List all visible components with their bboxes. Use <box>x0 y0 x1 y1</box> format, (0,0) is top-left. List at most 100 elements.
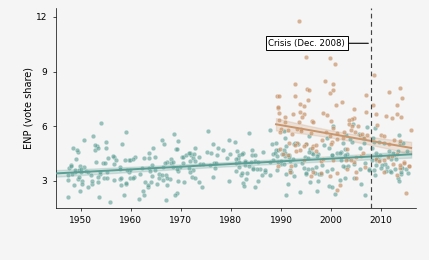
Point <box>66 166 73 170</box>
Point <box>231 140 238 145</box>
Point <box>68 163 75 167</box>
Point <box>137 172 144 176</box>
Point <box>281 119 288 124</box>
Point <box>329 152 336 157</box>
Point <box>204 150 211 154</box>
Point <box>172 193 178 197</box>
Point <box>282 151 289 155</box>
Point <box>321 79 328 83</box>
Point <box>313 153 320 158</box>
Point <box>272 151 279 155</box>
Point <box>315 172 322 176</box>
Point <box>250 167 257 171</box>
Point <box>270 158 277 162</box>
Point <box>397 139 404 143</box>
Point <box>69 146 76 150</box>
Point <box>91 148 98 152</box>
Text: Crisis (Dec. 2008): Crisis (Dec. 2008) <box>269 39 345 48</box>
Point <box>346 118 353 122</box>
Point <box>343 158 350 162</box>
Point <box>345 157 352 161</box>
Point <box>390 151 397 155</box>
Point <box>93 159 100 164</box>
Point <box>243 177 250 181</box>
Point <box>284 153 291 157</box>
Point <box>372 157 379 161</box>
Point <box>104 170 111 174</box>
Point <box>397 166 404 170</box>
Point <box>233 161 240 165</box>
Point <box>306 180 313 184</box>
Point <box>333 188 340 192</box>
Point <box>403 148 410 153</box>
Point <box>313 165 320 170</box>
Point <box>239 152 246 157</box>
Point <box>395 178 402 183</box>
Point <box>281 114 288 119</box>
Point <box>296 190 303 194</box>
Point <box>192 159 199 163</box>
Point <box>370 73 377 77</box>
Point <box>296 110 303 114</box>
Point <box>154 182 161 186</box>
Point <box>250 166 257 170</box>
Point <box>387 157 394 161</box>
Point <box>116 177 123 181</box>
Point <box>308 167 315 172</box>
Point <box>294 142 301 146</box>
Point <box>187 170 193 174</box>
Point <box>92 143 99 147</box>
Point <box>353 176 360 180</box>
Point <box>404 171 411 175</box>
Point <box>147 169 154 173</box>
Point <box>406 164 413 168</box>
Point <box>118 183 125 187</box>
Point <box>156 176 163 180</box>
Point <box>347 137 353 141</box>
Point <box>394 112 401 116</box>
Point <box>139 166 146 170</box>
Point <box>290 157 296 161</box>
Point <box>171 132 178 136</box>
Point <box>212 161 219 165</box>
Point <box>372 126 379 130</box>
Point <box>356 132 363 136</box>
Point <box>388 153 395 158</box>
Point <box>376 159 383 163</box>
Point <box>188 153 195 157</box>
Point <box>249 148 256 152</box>
Point <box>278 127 284 131</box>
Point <box>73 148 80 152</box>
Point <box>314 188 321 193</box>
Point <box>278 152 285 156</box>
Point <box>284 182 291 186</box>
Point <box>356 167 363 171</box>
Point <box>307 147 314 151</box>
Point <box>361 136 368 140</box>
Point <box>180 180 187 184</box>
Point <box>360 151 366 155</box>
Point <box>381 158 387 162</box>
Point <box>370 136 377 140</box>
Point <box>175 179 181 183</box>
Point <box>369 103 376 107</box>
Point <box>239 171 245 175</box>
Point <box>403 167 410 171</box>
Point <box>275 105 282 109</box>
Point <box>97 121 104 125</box>
Point <box>163 160 170 164</box>
Point <box>287 159 293 163</box>
Point <box>329 167 335 172</box>
Point <box>392 157 399 161</box>
Point <box>164 176 171 180</box>
Point <box>386 149 393 153</box>
Point <box>179 155 186 159</box>
Point <box>300 144 307 148</box>
Point <box>95 145 102 149</box>
Point <box>350 122 356 126</box>
Point <box>396 133 403 137</box>
Point <box>94 144 100 148</box>
Point <box>233 149 240 153</box>
Point <box>244 171 251 175</box>
Point <box>354 124 361 128</box>
